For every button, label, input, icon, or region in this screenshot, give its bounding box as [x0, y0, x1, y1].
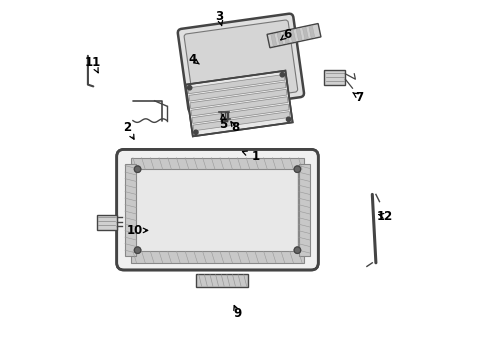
Text: 6: 6: [280, 28, 291, 41]
Bar: [283, 31, 289, 43]
Text: 9: 9: [233, 306, 241, 320]
Bar: [323, 70, 345, 85]
Bar: [187, 75, 285, 94]
Text: 1: 1: [242, 150, 259, 163]
Circle shape: [294, 247, 300, 253]
Bar: [298, 164, 309, 256]
Bar: [131, 251, 303, 263]
Bar: [302, 27, 308, 39]
Text: 5: 5: [218, 114, 226, 131]
Bar: [270, 34, 276, 46]
Circle shape: [134, 166, 141, 172]
Text: 7: 7: [352, 91, 363, 104]
FancyBboxPatch shape: [134, 166, 298, 254]
Bar: [97, 215, 117, 230]
Circle shape: [286, 117, 290, 121]
Circle shape: [280, 73, 284, 77]
Bar: [188, 82, 285, 101]
Bar: [185, 71, 292, 136]
Circle shape: [294, 166, 300, 172]
Bar: [125, 164, 136, 256]
Text: 11: 11: [85, 57, 101, 73]
Circle shape: [193, 130, 198, 134]
FancyBboxPatch shape: [117, 149, 318, 270]
Bar: [308, 26, 314, 38]
Bar: [266, 23, 320, 48]
Bar: [196, 274, 247, 287]
Text: 3: 3: [215, 10, 223, 26]
Bar: [191, 97, 287, 116]
Bar: [131, 158, 303, 169]
Text: 10: 10: [126, 224, 147, 237]
Bar: [296, 28, 302, 41]
Bar: [189, 89, 286, 109]
FancyBboxPatch shape: [178, 14, 304, 112]
Circle shape: [134, 247, 141, 253]
Bar: [289, 30, 295, 42]
Text: 8: 8: [230, 121, 239, 134]
Bar: [192, 104, 288, 123]
Bar: [193, 112, 289, 131]
Text: 2: 2: [123, 121, 134, 139]
Circle shape: [187, 86, 191, 90]
Text: 12: 12: [376, 210, 392, 222]
Text: 4: 4: [188, 53, 199, 66]
Bar: [277, 33, 283, 45]
Bar: [185, 71, 292, 136]
FancyBboxPatch shape: [184, 20, 297, 106]
